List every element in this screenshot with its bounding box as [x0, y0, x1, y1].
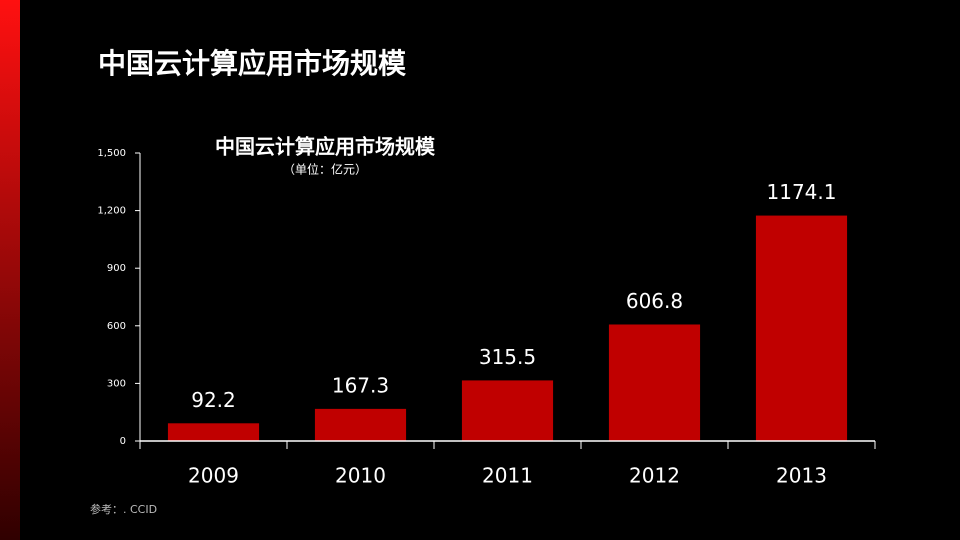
- source-note: 参考：. CCID: [90, 502, 157, 516]
- slide-title: 中国云计算应用市场规模: [98, 47, 407, 80]
- value-label: 92.2: [191, 388, 236, 412]
- x-tick-label: 2013: [776, 464, 827, 488]
- x-tick-label: 2009: [188, 464, 239, 488]
- value-label: 1174.1: [767, 180, 837, 204]
- x-tick-label: 2011: [482, 464, 533, 488]
- y-tick-label: 1,200: [97, 206, 126, 217]
- y-tick-label: 900: [107, 263, 126, 274]
- value-label: 167.3: [332, 373, 389, 397]
- bar: [608, 324, 701, 441]
- value-label: 606.8: [626, 289, 683, 313]
- x-tick-label: 2012: [629, 464, 680, 488]
- y-tick-label: 1,500: [97, 148, 126, 159]
- bar: [461, 380, 554, 441]
- value-label: 315.5: [479, 345, 536, 369]
- chart-title: 中国云计算应用市场规模: [215, 135, 436, 159]
- bar: [167, 423, 260, 441]
- side-strip: [0, 0, 20, 540]
- bar: [314, 408, 407, 441]
- y-tick-label: 300: [107, 378, 126, 389]
- y-tick-label: 0: [120, 436, 126, 447]
- x-tick-label: 2010: [335, 464, 386, 488]
- bar: [755, 215, 848, 441]
- chart-subtitle: （单位：亿元）: [283, 162, 367, 177]
- y-tick-label: 600: [107, 321, 126, 332]
